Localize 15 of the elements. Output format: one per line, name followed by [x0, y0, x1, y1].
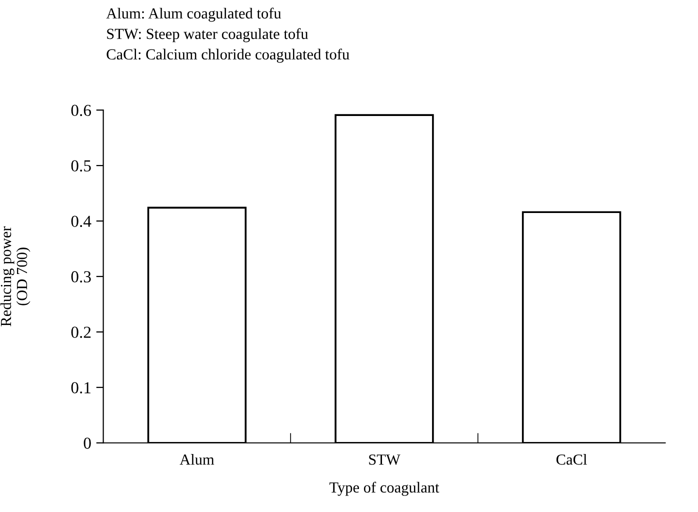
text: STW: Steep water coagulate tofu: [107, 28, 308, 42]
y-tick-label: 0.4: [71, 216, 92, 228]
x-tick-label: Alum: [180, 454, 214, 465]
x-axis-title: Type of coagulant: [329, 482, 440, 496]
y-axis-title: Reducing power (OD 700): [0, 226, 30, 326]
y-tick-label: 0.5: [71, 160, 91, 172]
y-tick-label: 0.2: [71, 326, 91, 338]
text: Alum: Alum coagulated tofu: [106, 8, 282, 22]
x-tick-label: STW: [369, 454, 400, 465]
y-tick-label: 0: [84, 438, 91, 449]
y-tick-label: 0.1: [71, 382, 90, 394]
y-tick-label: 0.3: [71, 271, 91, 282]
text: CaCl: Calcium chloride coagulated tofu: [106, 48, 350, 63]
y-tick-label: 0.6: [71, 104, 91, 116]
x-tick-label: CaCl: [556, 454, 587, 465]
